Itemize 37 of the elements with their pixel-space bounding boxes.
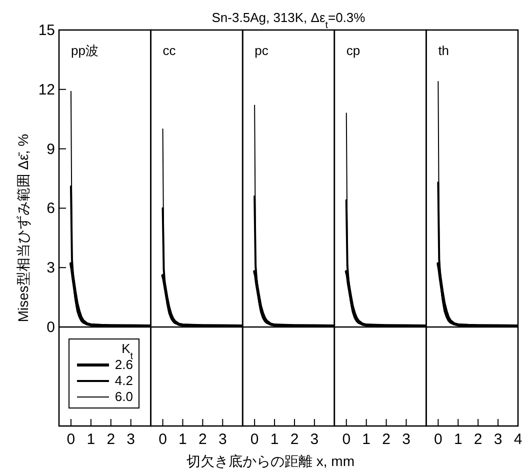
- x-tick-label: 0: [342, 431, 351, 448]
- legend-label: 6.0: [114, 389, 133, 404]
- x-tick-label: 1: [86, 431, 96, 448]
- x-tick-label: 3: [494, 431, 502, 448]
- x-tick-label: 3: [402, 431, 410, 448]
- x-tick-label: 1: [178, 431, 187, 448]
- x-tick-label: 2: [382, 431, 390, 448]
- x-tick-label: 0: [66, 431, 76, 448]
- legend-label: 4.2: [114, 373, 133, 388]
- x-tick-label: 1: [362, 431, 370, 448]
- annotation: th: [438, 43, 450, 58]
- annotation: pp波: [71, 43, 98, 58]
- x-tick-label: 0: [158, 431, 167, 448]
- x-tick-label: 3: [310, 431, 319, 448]
- y-tick-label: 0: [46, 319, 55, 336]
- annotation: cp: [346, 43, 360, 58]
- annotation: pc: [254, 43, 269, 58]
- chart-title: Sn-3.5Ag, 313K, Δε$_{t}$=0.3%: [212, 10, 366, 30]
- x-tick-label: 2: [198, 431, 207, 448]
- y-tick-label: 3: [46, 260, 55, 277]
- x-tick-label: 3: [218, 431, 227, 448]
- y-tick-label: 9: [46, 140, 55, 158]
- x-tick-label: 2: [474, 431, 482, 448]
- x-tick-label: 0: [250, 431, 259, 448]
- x-tick-label: 1: [454, 431, 462, 448]
- x-tick-label: 0: [434, 431, 442, 448]
- x-axis-title: 切欠き底からの距離 x, mm: [186, 453, 354, 469]
- x-tick-label: 3: [126, 431, 136, 448]
- annotation: cc: [162, 43, 176, 58]
- x-tick-label: 2: [290, 431, 299, 448]
- y-tick-label: 15: [38, 22, 55, 39]
- y-axis-title: Mises型相当ひずみ範囲 Δε̄, %: [15, 134, 31, 322]
- x-tick-label: 4: [514, 431, 522, 448]
- x-tick-label: 2: [106, 431, 116, 448]
- y-tick-label: 12: [38, 81, 55, 98]
- x-tick-label: 1: [270, 431, 279, 448]
- y-tick-label: 6: [46, 200, 55, 218]
